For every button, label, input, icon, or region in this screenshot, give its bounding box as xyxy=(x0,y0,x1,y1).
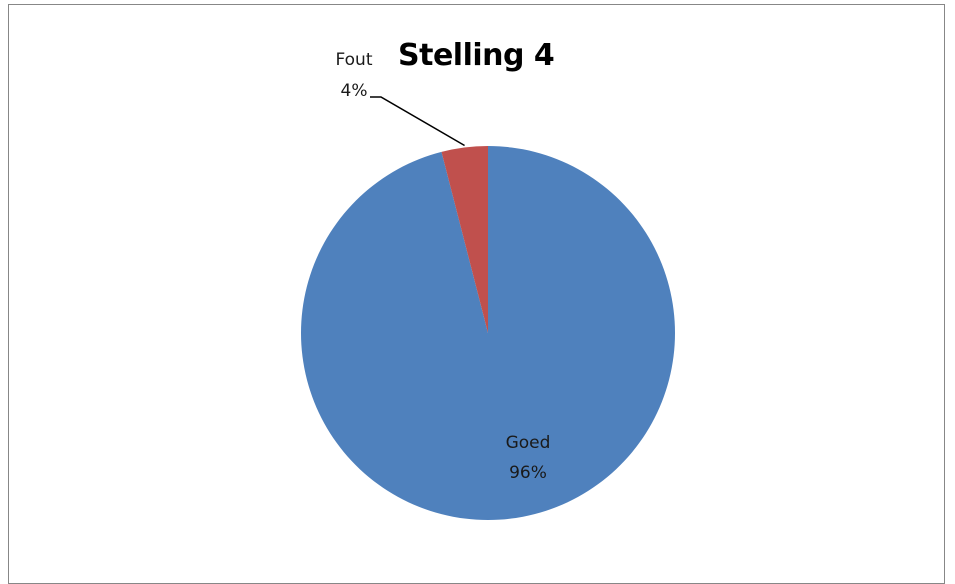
pie-slice-goed xyxy=(301,146,676,520)
leader-line-fout xyxy=(370,96,465,147)
chart-title: Stelling 4 xyxy=(398,38,555,73)
data-label-goed-category: Goed xyxy=(506,433,551,453)
data-label-fout-value: 4% xyxy=(341,81,368,101)
data-label-goed-value: 96% xyxy=(509,463,547,483)
pie-labels: Goed 96% Fout 4% xyxy=(335,50,550,483)
data-label-fout-category: Fout xyxy=(335,50,372,70)
pie-slice-fout xyxy=(441,146,488,333)
pie-slices xyxy=(301,146,676,520)
